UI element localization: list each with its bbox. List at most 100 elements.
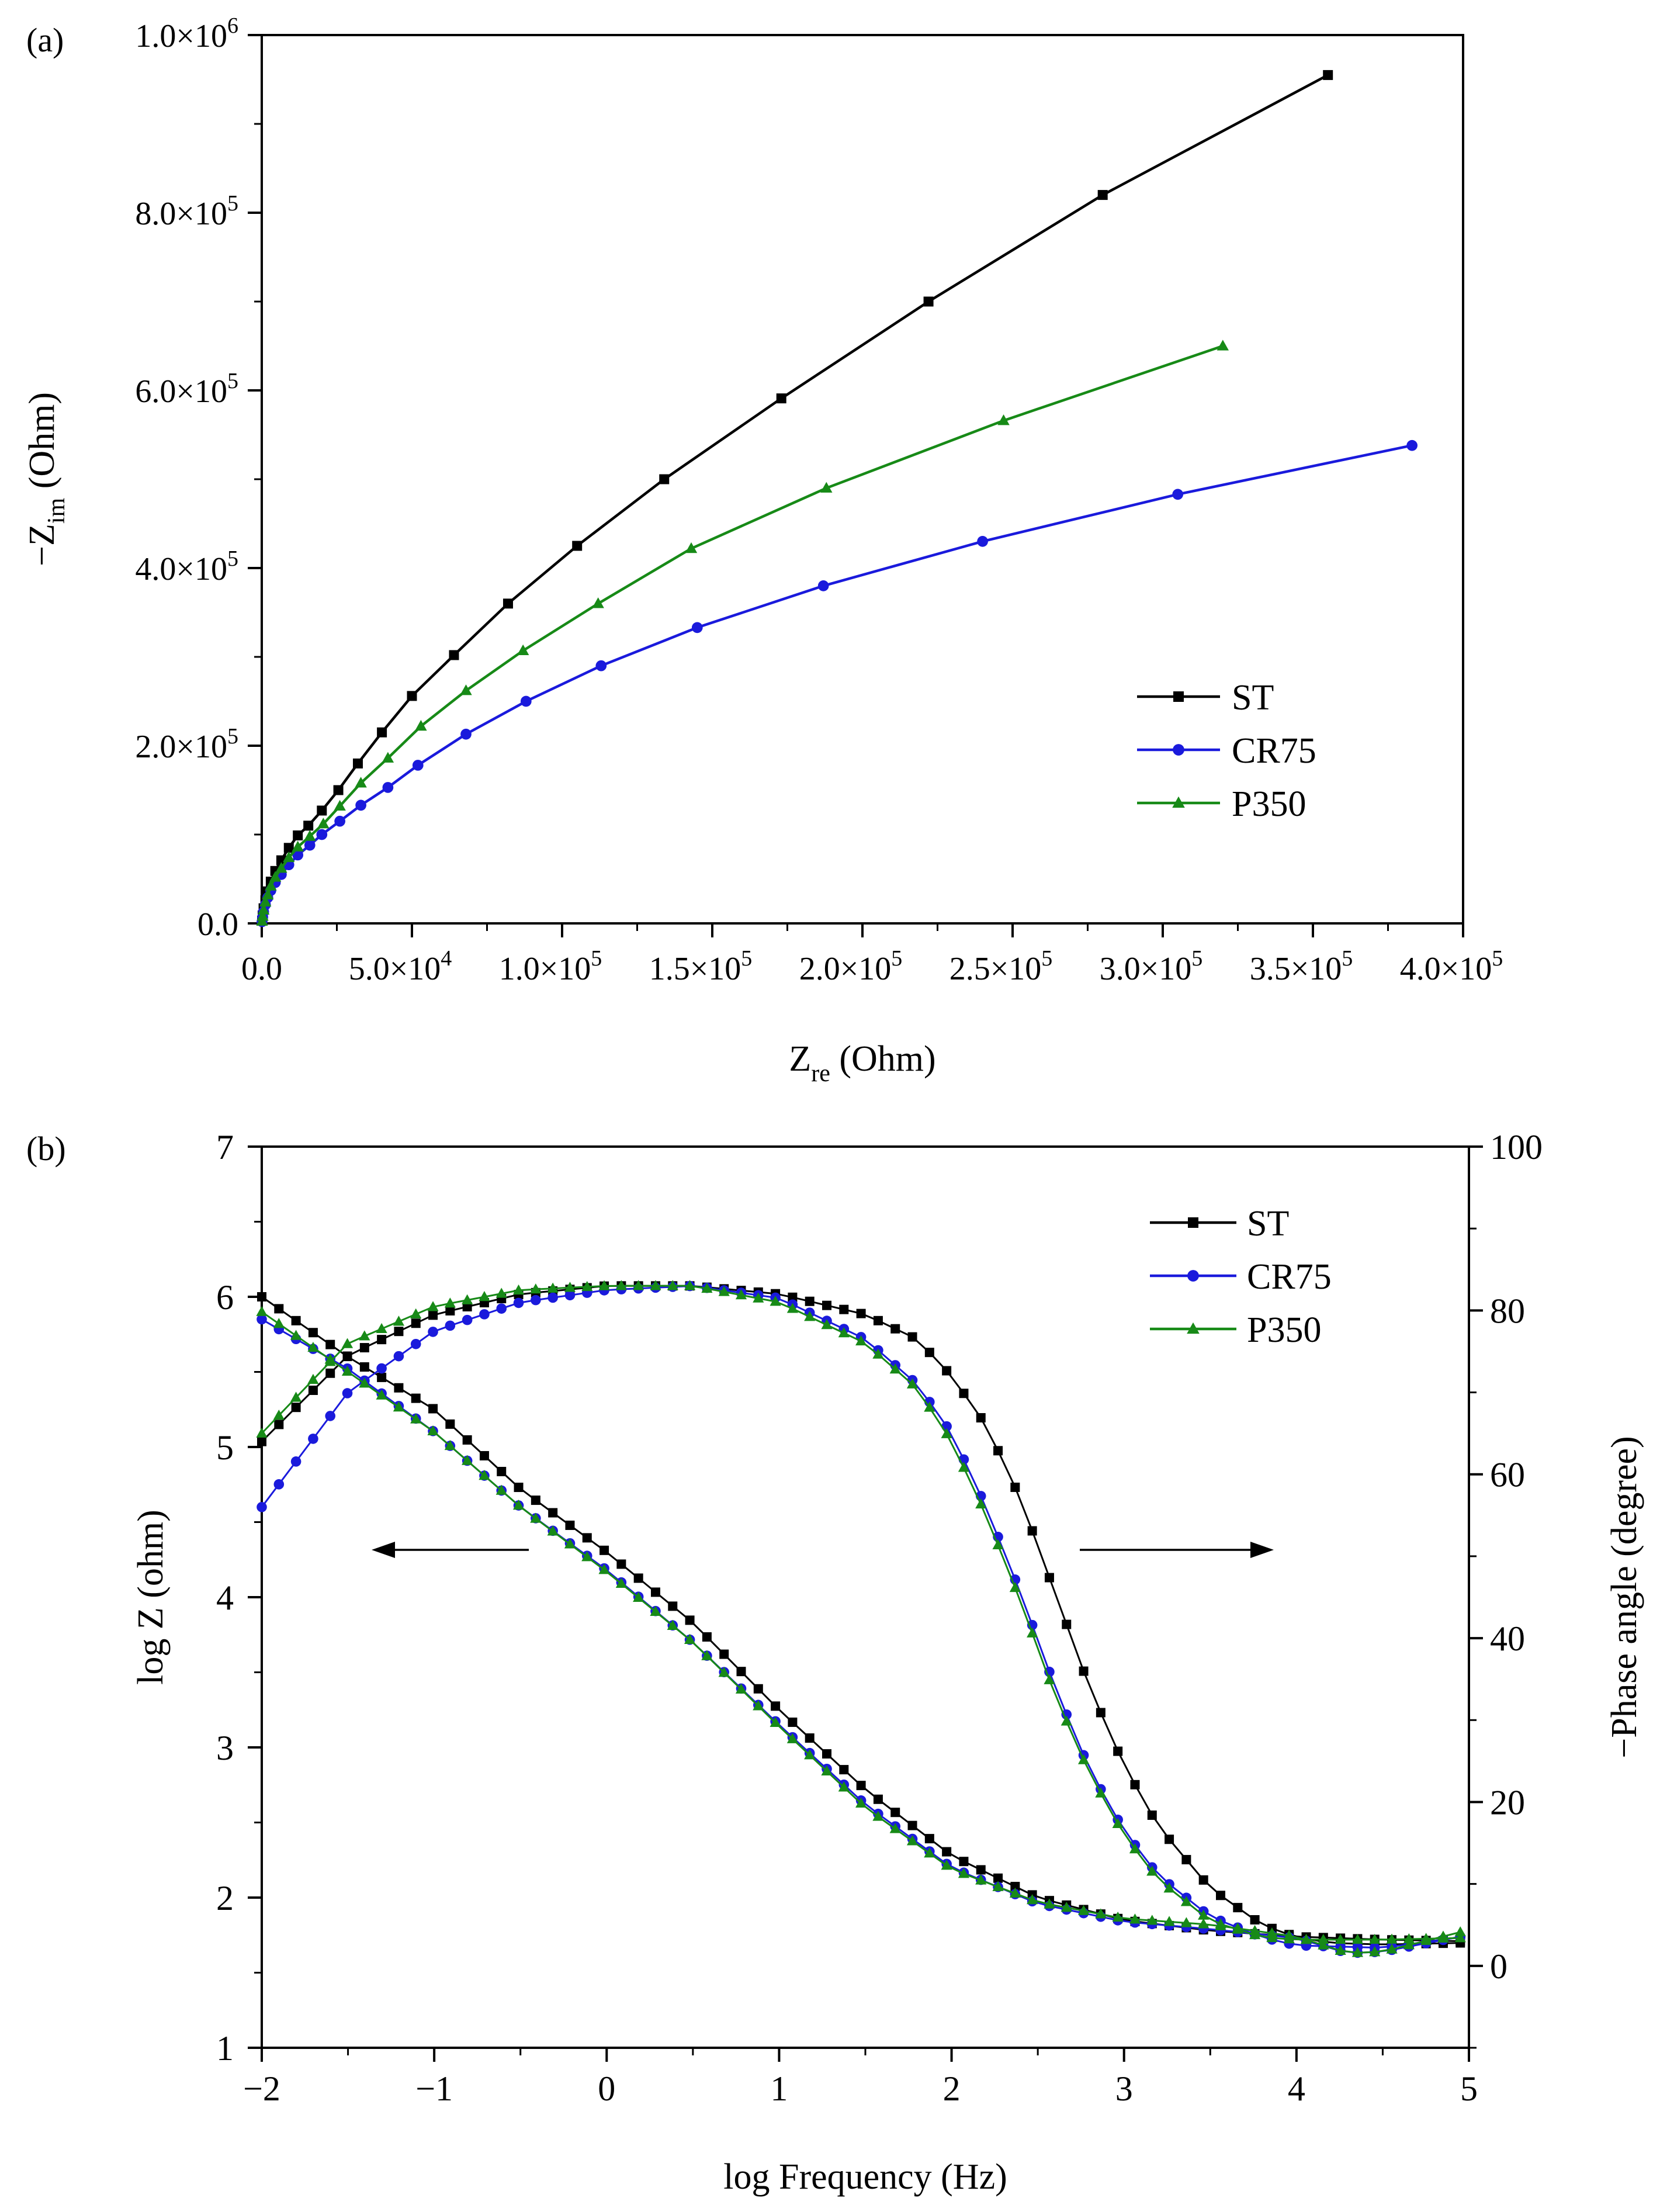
logz-point-p350 (718, 1667, 730, 1677)
phase-point-p350 (495, 1287, 507, 1298)
data-point-cr75 (304, 839, 316, 851)
legend-item-cr75: CR75 (1150, 1257, 1332, 1297)
data-point-st (1097, 190, 1108, 200)
legend-marker (1172, 796, 1185, 808)
phase-point-st (428, 1310, 438, 1320)
phase-point-p350 (838, 1327, 850, 1338)
logz-point-p350 (547, 1525, 559, 1536)
logz-point-p350 (1351, 1947, 1364, 1957)
logz-point-st (839, 1765, 849, 1775)
phase-point-p350 (684, 1280, 696, 1290)
logz-point-st (633, 1573, 643, 1583)
logz-point-st (514, 1483, 524, 1493)
phase-point-st (291, 1403, 301, 1413)
data-point-st (333, 785, 344, 795)
phase-point-st (1079, 1666, 1089, 1676)
phase-point-st (907, 1332, 917, 1342)
logz-point-st (924, 1834, 934, 1844)
phase-point-p350 (1437, 1932, 1449, 1943)
data-point-st (303, 821, 314, 831)
legend-label: CR75 (1247, 1257, 1332, 1297)
y-tick-label: 8.0×105 (135, 191, 238, 232)
logz-point-p350 (1163, 1916, 1175, 1926)
phase-point-cr75 (496, 1303, 507, 1314)
phase-point-st (445, 1306, 455, 1316)
data-point-p350 (265, 880, 277, 891)
phase-point-st (873, 1316, 883, 1325)
phase-point-p350 (1335, 1933, 1346, 1944)
logz-point-p350 (393, 1401, 405, 1412)
phase-point-p350 (701, 1282, 713, 1293)
phase-point-st (1181, 1855, 1191, 1865)
logz-point-p350 (410, 1413, 422, 1424)
phase-point-p350 (1061, 1715, 1072, 1726)
data-point-cr75 (412, 760, 424, 771)
legend-marker (1173, 744, 1184, 756)
data-point-st (317, 805, 327, 816)
logz-point-st (599, 1545, 609, 1555)
phase-point-p350 (1215, 1918, 1226, 1929)
data-point-st (377, 727, 387, 738)
logz-point-st (565, 1520, 575, 1530)
phase-point-st (325, 1368, 335, 1378)
phase-point-p350 (1266, 1931, 1278, 1943)
right-arrow (1080, 1542, 1274, 1558)
logz-point-st (771, 1701, 781, 1711)
phase-point-st (1215, 1891, 1225, 1901)
x-tick-label: 3 (1115, 2069, 1133, 2108)
phase-point-p350 (889, 1363, 901, 1374)
phase-point-p350 (1198, 1909, 1210, 1920)
y-tick-label: 2 (216, 1879, 234, 1917)
logz-point-p350 (256, 1306, 268, 1316)
data-point-st (352, 758, 363, 769)
phase-point-st (377, 1335, 387, 1345)
phase-point-cr75 (547, 1292, 558, 1303)
phase-point-p350 (667, 1280, 678, 1290)
logz-point-p350 (650, 1605, 661, 1616)
phase-point-p350 (1180, 1896, 1192, 1906)
panel-b-right-y-axis-label: −Phase angle (degree) (1604, 1436, 1644, 1758)
phase-point-st (1027, 1526, 1037, 1536)
logz-point-st (942, 1847, 952, 1857)
phase-point-p350 (1318, 1933, 1329, 1944)
phase-point-st (1250, 1915, 1260, 1925)
phase-point-p350 (650, 1280, 661, 1290)
phase-point-p350 (924, 1401, 935, 1412)
logz-point-p350 (462, 1455, 473, 1465)
data-point-st (1323, 70, 1333, 80)
data-point-p350 (283, 851, 295, 863)
logz-point-p350 (495, 1484, 507, 1495)
data-point-p350 (257, 910, 269, 921)
data-point-st (502, 598, 513, 609)
phase-point-st (822, 1300, 832, 1310)
logz-point-p350 (1112, 1911, 1124, 1922)
logz-point-p350 (1009, 1887, 1021, 1898)
data-point-p350 (382, 752, 394, 763)
logz-point-p350 (1129, 1913, 1141, 1924)
logz-point-st (411, 1393, 421, 1403)
logz-point-p350 (821, 1765, 833, 1775)
phase-point-st (1044, 1573, 1054, 1583)
phase-point-p350 (753, 1292, 764, 1303)
logz-point-p350 (1335, 1944, 1346, 1955)
phase-point-p350 (581, 1280, 593, 1292)
phase-point-p350 (307, 1373, 319, 1384)
right-y-tick-label: 100 (1490, 1128, 1543, 1166)
data-point-p350 (257, 904, 270, 915)
panel-b-bode: (b) −2 −1 0 1 2 3 4 5 1 2 3 4 5 6 7 0 20 40 60 80 100 log … (26, 1128, 1644, 2197)
phase-point-p350 (1403, 1933, 1415, 1944)
legend-marker (1187, 1322, 1200, 1334)
phase-point-st (788, 1292, 798, 1302)
phase-point-p350 (821, 1319, 833, 1330)
panel-b-legend: ST CR75 P350 (1150, 1204, 1332, 1350)
phase-point-st (1147, 1810, 1157, 1820)
data-point-p350 (517, 644, 529, 656)
logz-point-st (359, 1362, 369, 1372)
logz-point-st (822, 1749, 832, 1759)
phase-point-st (856, 1308, 866, 1318)
logz-point-p350 (290, 1330, 302, 1340)
phase-point-st (959, 1389, 969, 1398)
phase-point-cr75 (462, 1314, 473, 1325)
logz-point-p350 (1044, 1898, 1055, 1909)
